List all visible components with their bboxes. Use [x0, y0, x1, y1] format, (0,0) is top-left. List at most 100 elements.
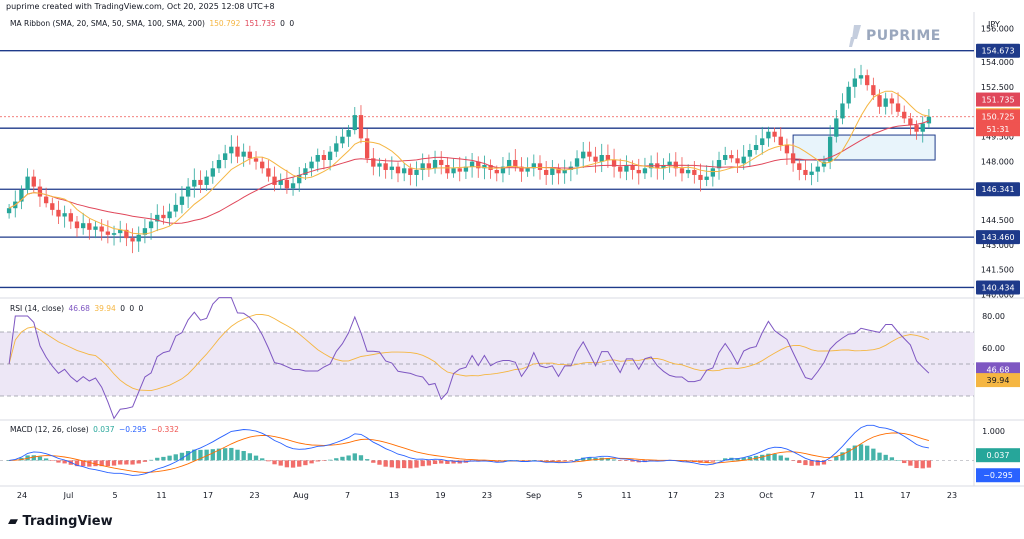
macd-histogram-bar — [716, 459, 722, 461]
candle — [25, 176, 30, 190]
candle — [599, 155, 604, 162]
macd-histogram-bar — [797, 460, 802, 463]
candle — [402, 168, 407, 174]
candle — [871, 85, 876, 96]
macd-histogram-bar — [179, 452, 185, 461]
candle — [525, 168, 530, 172]
candle — [920, 123, 925, 132]
level-price-tag — [976, 230, 1020, 245]
candle — [364, 138, 370, 159]
candle — [537, 163, 543, 170]
macd-histogram-bar — [43, 458, 49, 461]
macd-histogram-bar — [790, 460, 796, 461]
macd-histogram-bar — [747, 456, 753, 461]
candle — [784, 145, 790, 154]
macd-histogram-bar — [865, 445, 870, 461]
macd-histogram-bar — [432, 460, 438, 465]
candle — [556, 168, 561, 174]
candle — [883, 98, 888, 107]
candle — [105, 231, 111, 235]
macd-histogram-bar — [161, 456, 166, 461]
macd-value-1: 0.037 — [93, 425, 115, 434]
macd-histogram-bar — [136, 460, 141, 464]
price-tick-label: 152.500 — [981, 83, 1014, 92]
candle — [914, 125, 919, 132]
candle — [902, 111, 907, 119]
tradingview-logo-text: TradingView — [22, 514, 113, 529]
candle — [148, 221, 154, 229]
puprime-logo-icon — [849, 25, 861, 47]
macd-histogram-bar — [840, 452, 845, 461]
macd-histogram-bar — [611, 459, 617, 461]
candle — [235, 146, 240, 157]
candle — [142, 228, 148, 235]
macd-histogram-bar — [389, 460, 394, 468]
candle — [204, 176, 209, 185]
rsi-value-tag — [976, 373, 1020, 388]
macd-histogram-bar — [723, 458, 728, 461]
candle — [389, 166, 394, 170]
macd-histogram-bar — [581, 457, 586, 461]
tradingview-logo: ▰ TradingView — [8, 514, 113, 529]
macd-histogram-bar — [778, 455, 783, 461]
candle — [408, 168, 413, 175]
macd-legend[interactable]: MACD (12, 26, close) 0.037 −0.295 −0.332 — [10, 425, 181, 434]
candle — [476, 161, 481, 169]
macd-histogram-bar — [895, 460, 901, 461]
price-tick-label: 156.000 — [981, 25, 1014, 34]
sma-fast-line — [8, 90, 929, 235]
macd-histogram-bar — [235, 449, 240, 461]
candle — [778, 136, 783, 146]
candle — [685, 169, 691, 174]
macd-histogram-bar — [735, 458, 740, 461]
candle — [729, 155, 734, 159]
macd-histogram-bar — [130, 460, 135, 465]
macd-histogram-bar — [204, 449, 209, 461]
macd-histogram-bar — [173, 454, 178, 461]
candle — [260, 161, 265, 169]
candle — [500, 166, 506, 174]
ma-ribbon-legend[interactable]: MA Ribbon (SMA, 20, SMA, 50, SMA, 100, S… — [10, 19, 296, 28]
macd-histogram-bar — [624, 460, 629, 461]
candle — [618, 166, 623, 172]
rsi-value-label: 46.68 — [987, 365, 1010, 374]
rsi-tick-label: 60.00 — [982, 344, 1005, 353]
macd-value-2: −0.295 — [118, 425, 147, 434]
level-price-label: 154.673 — [981, 47, 1014, 56]
time-axis-label: 17 — [900, 491, 910, 500]
time-axis-label: 11 — [156, 491, 166, 500]
macd-histogram-bar — [420, 460, 425, 467]
macd-histogram-bar — [741, 457, 746, 461]
macd-histogram-bar — [358, 455, 364, 461]
time-axis-label: 7 — [810, 491, 815, 500]
macd-histogram-bar — [37, 456, 43, 461]
macd-histogram-bar — [99, 460, 104, 467]
candle — [334, 143, 339, 152]
candle — [908, 118, 913, 126]
candle — [130, 238, 135, 242]
candle — [167, 211, 172, 219]
macd-histogram-bar — [772, 453, 777, 461]
candle — [642, 168, 648, 174]
candle — [124, 229, 129, 239]
candle — [790, 153, 796, 164]
macd-value-label: 0.037 — [987, 451, 1010, 460]
macd-histogram-bar — [426, 460, 432, 466]
macd-histogram-bar — [550, 460, 555, 462]
time-axis-label: Jul — [63, 491, 74, 500]
candle — [377, 163, 382, 167]
rsi-value-tag — [976, 362, 1020, 377]
time-axis-label: 24 — [17, 491, 27, 500]
rsi-tick-label: 80.00 — [982, 312, 1005, 321]
macd-histogram-bar — [451, 460, 456, 464]
candle — [667, 161, 672, 165]
candle — [297, 174, 302, 184]
candle — [889, 98, 895, 104]
candle — [815, 166, 820, 172]
macd-histogram-bar — [852, 445, 857, 461]
rsi-legend[interactable]: RSI (14, close) 46.68 39.94 0 0 0 — [10, 304, 145, 313]
macd-histogram-bar — [229, 447, 234, 461]
macd-histogram-bar — [377, 460, 382, 465]
time-axis-label: 23 — [714, 491, 724, 500]
